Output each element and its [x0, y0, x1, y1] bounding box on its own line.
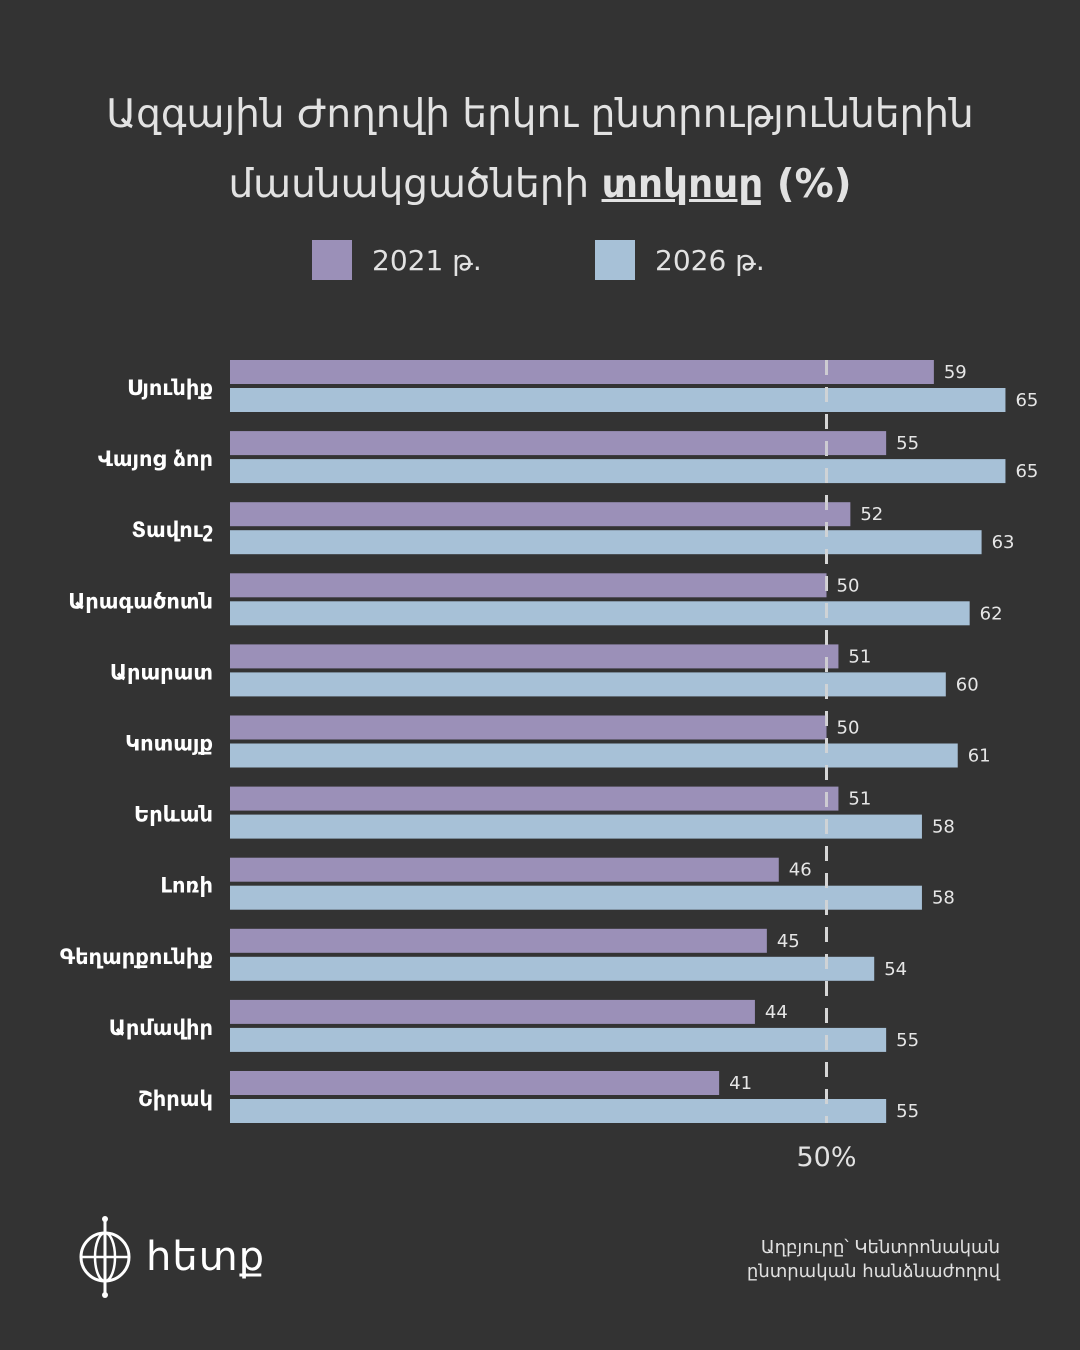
bar-2021: [230, 360, 934, 384]
bar-value-label: 61: [968, 746, 991, 767]
bar-2021: [230, 928, 767, 953]
bar-value-label: 50: [837, 718, 860, 739]
title-prefix: մասնակցածների: [228, 162, 602, 207]
bar-value-label: 46: [789, 860, 812, 881]
bar-value-label: 51: [848, 789, 871, 810]
reference-line-label: 50%: [796, 1142, 856, 1173]
bar-2026: [230, 743, 958, 768]
bar-2021: [230, 573, 827, 598]
bar-2026: [230, 672, 946, 697]
bar-2021: [230, 644, 839, 669]
category-label: Գեղարքունիք: [60, 945, 213, 969]
category-label: Շիրակ: [138, 1087, 213, 1111]
bar-2026: [230, 885, 922, 910]
bar-2026: [230, 601, 970, 626]
bar-value-label: 44: [765, 1002, 788, 1023]
brand-logo: հետք: [78, 1215, 265, 1299]
category-label: Սյունիք: [127, 376, 213, 400]
bar-value-label: 50: [837, 575, 860, 596]
legend-item-2026: 2026 թ.: [595, 240, 765, 280]
bar-2026: [230, 814, 922, 839]
title-line-2: մասնակցածների տոկոսը (%): [0, 150, 1080, 220]
source-note: Աղբյուրը՝ Կենտրոնական ընտրական հանձնաժող…: [747, 1236, 1000, 1284]
bar-value-label: 65: [1015, 390, 1038, 411]
legend-swatch-2026: [595, 240, 635, 280]
legend-label-2021: 2021 թ.: [372, 243, 482, 277]
bar-value-label: 55: [896, 1101, 919, 1122]
title-line-1: Ազգային Ժողովի երկու ընտրություններին: [106, 92, 974, 137]
category-label: Արագածոտն: [68, 589, 213, 613]
source-line-1: Աղբյուրը՝ Կենտրոնական: [760, 1237, 1000, 1258]
bar-2021: [230, 502, 851, 527]
bar-2026: [230, 956, 875, 981]
category-label: Տավուշ: [131, 518, 213, 542]
category-label: Երևան: [134, 803, 213, 827]
bar-2021: [230, 857, 779, 882]
bar-2026: [230, 1027, 887, 1052]
legend-label-2026: 2026 թ.: [655, 243, 765, 277]
bar-2026: [230, 1099, 887, 1123]
bar-value-label: 54: [884, 959, 907, 980]
category-label: Կոտայք: [125, 732, 213, 756]
category-label: Վայոց ձոր: [98, 447, 213, 471]
bar-2021: [230, 786, 839, 811]
bar-2021: [230, 1071, 720, 1095]
bar-value-label: 58: [932, 817, 955, 838]
bar-value-label: 62: [980, 603, 1003, 624]
bar-2021: [230, 999, 755, 1024]
chart-title: Ազգային Ժողովի երկու ընտրություններին մա…: [0, 80, 1080, 220]
title-emphasis: տոկոսը: [601, 162, 764, 207]
bar-value-label: 41: [729, 1073, 752, 1094]
bar-value-label: 45: [777, 931, 800, 952]
bar-2021: [230, 715, 827, 740]
bar-value-label: 51: [848, 646, 871, 667]
legend-item-2021: 2021 թ.: [312, 240, 482, 280]
source-line-2: ընտրական հանձնաժողով: [746, 1261, 1000, 1282]
logo-wordmark: հետք: [146, 1234, 266, 1280]
legend-swatch-2021: [312, 240, 352, 280]
title-suffix: (%): [763, 162, 852, 207]
category-label: Արարատ: [110, 660, 213, 684]
bar-2021: [230, 431, 887, 456]
bar-value-label: 63: [992, 532, 1015, 553]
bar-value-label: 55: [896, 1030, 919, 1051]
bar-value-label: 55: [896, 433, 919, 454]
category-label: Արմավիր: [109, 1016, 213, 1040]
bar-value-label: 65: [1015, 461, 1038, 482]
bar-value-label: 58: [932, 888, 955, 909]
bar-value-label: 52: [860, 504, 883, 525]
bar-value-label: 60: [956, 674, 979, 695]
bar-value-label: 59: [944, 362, 967, 383]
bar-2026: [230, 459, 1006, 484]
globe-logo-icon: [79, 1216, 131, 1298]
bar-2026: [230, 388, 1006, 412]
category-label: Լոռի: [160, 874, 213, 898]
bar-2026: [230, 530, 982, 555]
